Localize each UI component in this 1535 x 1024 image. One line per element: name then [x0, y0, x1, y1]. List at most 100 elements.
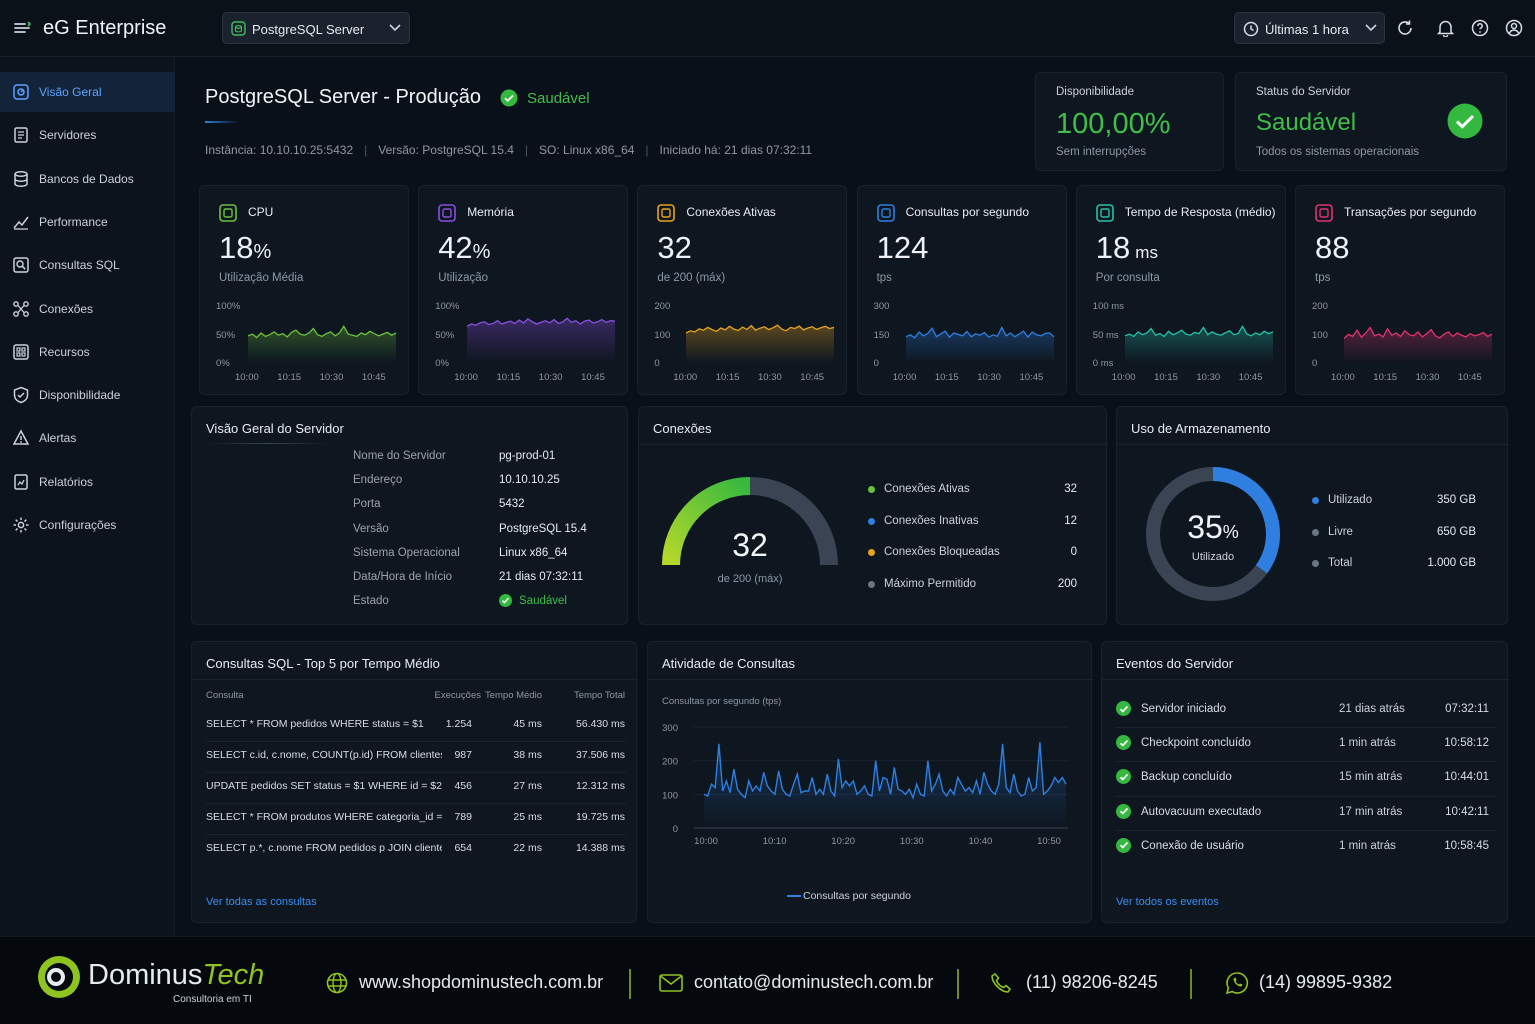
- storage-title: Uso de Armazenamento: [1131, 421, 1271, 436]
- legend-dot: [868, 486, 875, 493]
- user-avatar-icon[interactable]: [1505, 19, 1523, 37]
- legend-dot: [868, 580, 875, 588]
- server-overview-value: Linux x86_64: [499, 546, 568, 559]
- kpi-sparkline: [1124, 324, 1274, 363]
- connections-legend-label: Máximo Permitido: [884, 577, 977, 590]
- footer-website[interactable]: www.shopdominustech.com.br: [359, 972, 604, 992]
- kpi-sparkline: [247, 325, 397, 363]
- event-label: Servidor iniciado: [1141, 703, 1227, 715]
- footer-whatsapp[interactable]: (14) 99895-9382: [1259, 972, 1393, 992]
- sidebar-item-label: Relatórios: [39, 474, 94, 489]
- kpi-x-tick: 10:00: [1111, 372, 1136, 383]
- whatsapp-icon: [1225, 971, 1249, 995]
- sidebar-item-7[interactable]: Disponibilidade: [0, 375, 175, 415]
- server-selector[interactable]: PostgreSQL Server: [222, 12, 410, 44]
- kpi-value: 32: [657, 230, 692, 265]
- kpi-value: 18%: [219, 230, 272, 265]
- query-activity-title: Atividade de Consultas: [662, 656, 795, 671]
- kpi-sparkline-area: [467, 318, 616, 363]
- sidebar-item-5[interactable]: Conexões: [0, 289, 175, 329]
- sql-table-header: Consulta: [206, 690, 244, 701]
- kpi-x-tick: 10:30: [1196, 372, 1221, 383]
- help-icon[interactable]: [1471, 19, 1489, 37]
- kpi-x-tick: 10:15: [934, 372, 959, 383]
- check-circle-icon: [1447, 103, 1483, 139]
- footer-email[interactable]: contato@dominustech.com.br: [694, 972, 934, 992]
- sidebar-item-0[interactable]: Visão Geral: [0, 72, 175, 112]
- kpi-x-tick: 10:30: [538, 372, 563, 383]
- table-cell: 987: [454, 749, 472, 761]
- sidebar-item-2[interactable]: Bancos de Dados: [0, 159, 175, 199]
- memory-icon: [437, 203, 457, 223]
- server-overview-value: Saudável: [519, 595, 567, 608]
- view-all-queries-link[interactable]: Ver todas as consultas: [206, 896, 317, 908]
- event-time: 10:44:01: [1444, 771, 1489, 784]
- activity-y-tick: 300: [662, 723, 678, 734]
- sidebar-item-10[interactable]: Configurações: [0, 505, 175, 545]
- sql-table-header: Tempo Médio: [484, 690, 542, 701]
- globe-icon: [326, 972, 348, 994]
- dominustech-logo-icon: [35, 953, 83, 1001]
- event-label: Backup concluído: [1141, 771, 1232, 784]
- kpi-x-tick: 10:30: [1415, 372, 1440, 383]
- kpi-label: Memória: [467, 205, 514, 219]
- kpi-sparkline-area: [248, 326, 396, 363]
- chevron-down-icon: [1365, 24, 1377, 32]
- server-status-label: Status do Servidor: [1256, 86, 1351, 98]
- kpi-x-tick: 10:45: [800, 372, 825, 383]
- database-icon: [231, 21, 246, 36]
- event-label: Checkpoint concluído: [1141, 737, 1251, 750]
- gauge-value: 32: [732, 527, 768, 563]
- notifications-icon[interactable]: [1437, 19, 1454, 37]
- availability-value: 100,00%: [1056, 108, 1171, 140]
- table-cell: 12.312 ms: [575, 780, 625, 792]
- activity-x-tick: 10:10: [763, 836, 787, 847]
- legend-dot: [1312, 528, 1319, 536]
- refresh-icon[interactable]: [1396, 19, 1414, 37]
- kpi-x-tick: 10:45: [361, 372, 386, 383]
- menu-icon[interactable]: [12, 17, 32, 39]
- storage-legend-label: Livre: [1328, 525, 1353, 538]
- server-overview-key: Endereço: [353, 474, 403, 487]
- server-overview-key: Sistema Operacional: [353, 546, 460, 559]
- kpi-sparkline: [686, 324, 835, 363]
- storage-percent: 35%: [1187, 509, 1239, 545]
- kpi-y-tick: 200: [1312, 301, 1328, 312]
- sidebar-item-8[interactable]: Alertas: [0, 418, 175, 458]
- kpi-x-tick: 10:45: [1019, 372, 1044, 383]
- instance: Instância: 10.10.10.25:5432: [205, 143, 354, 157]
- kpi-sparkline-line: [1343, 326, 1493, 340]
- event-ago: 21 dias atrás: [1339, 703, 1405, 715]
- kpi-card-0: CPU 18% Utilização Média 100% 50% 0% 10:00 10:1…: [199, 185, 409, 395]
- network-icon: [876, 203, 896, 223]
- sidebar-item-6[interactable]: Recursos: [0, 332, 175, 372]
- app-title: eG Enterprise: [43, 17, 167, 39]
- sql-table-header: Tempo Total: [573, 690, 625, 701]
- sql-top-card: Consultas SQL - Top 5 por Tempo Médio Co…: [191, 641, 638, 923]
- footer-phone[interactable]: (11) 98206-8245: [1026, 972, 1158, 992]
- table-cell: 56.430 ms: [575, 718, 625, 730]
- table-cell: 45 ms: [513, 718, 542, 730]
- server-overview-value: 10.10.10.25: [499, 474, 560, 487]
- page-title: PostgreSQL Server - Produção: [205, 86, 482, 108]
- sidebar-item-9[interactable]: Relatórios: [0, 462, 175, 502]
- kpi-y-tick: 0: [654, 358, 660, 369]
- server-overview-value: PostgreSQL 15.4: [499, 522, 587, 535]
- kpi-sub: tps: [876, 272, 892, 284]
- resources-icon: [12, 343, 30, 361]
- sidebar-item-label: Configurações: [39, 518, 117, 532]
- sql-top-title: Consultas SQL - Top 5 por Tempo Médio: [206, 656, 440, 671]
- kpi-label: CPU: [248, 205, 274, 219]
- sidebar-item-1[interactable]: Servidores: [0, 115, 175, 155]
- view-all-events-link[interactable]: Ver todos os eventos: [1116, 896, 1219, 908]
- time-range-label: Últimas 1 hora: [1265, 22, 1349, 37]
- sidebar-item-4[interactable]: Consultas SQL: [0, 245, 175, 285]
- status-badge: Saudável: [527, 90, 590, 107]
- table-cell: 789: [454, 811, 472, 823]
- kpi-unit: %: [472, 241, 491, 263]
- mail-icon: [659, 974, 683, 992]
- time-range-selector[interactable]: Últimas 1 hora: [1234, 12, 1385, 44]
- sidebar-item-3[interactable]: Performance: [0, 202, 175, 242]
- database-icon: [12, 170, 30, 188]
- sidebar-item-label: Conexões: [39, 301, 94, 316]
